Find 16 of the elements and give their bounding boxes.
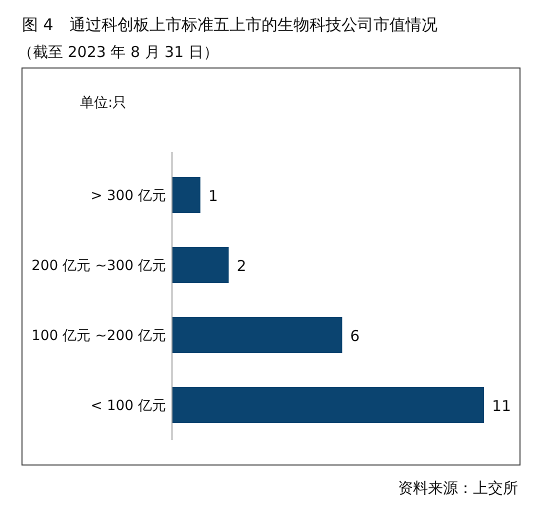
text: 单位:只	[80, 95, 127, 111]
data-label: 2	[236, 257, 246, 275]
y-tick-label: 200 亿元 ~300 亿元	[31, 258, 166, 274]
bar	[172, 177, 200, 213]
bar	[172, 317, 342, 353]
text: 资料来源：上交所	[398, 479, 518, 497]
chart-subtitle: （截至 2023 年 8 月 31 日）	[18, 43, 218, 61]
bar	[172, 247, 229, 283]
y-tick-label: < 100 亿元	[90, 398, 166, 414]
data-label: 6	[350, 327, 360, 345]
y-tick-label: 100 亿元 ~200 亿元	[31, 328, 166, 344]
bar	[172, 387, 484, 423]
chart-title: 图 4 通过科创板上市标准五上市的生物科技公司市值情况	[22, 15, 438, 34]
data-label: 1	[208, 187, 218, 205]
y-tick-label: > 300 亿元	[90, 188, 166, 204]
data-label: 11	[492, 397, 512, 415]
